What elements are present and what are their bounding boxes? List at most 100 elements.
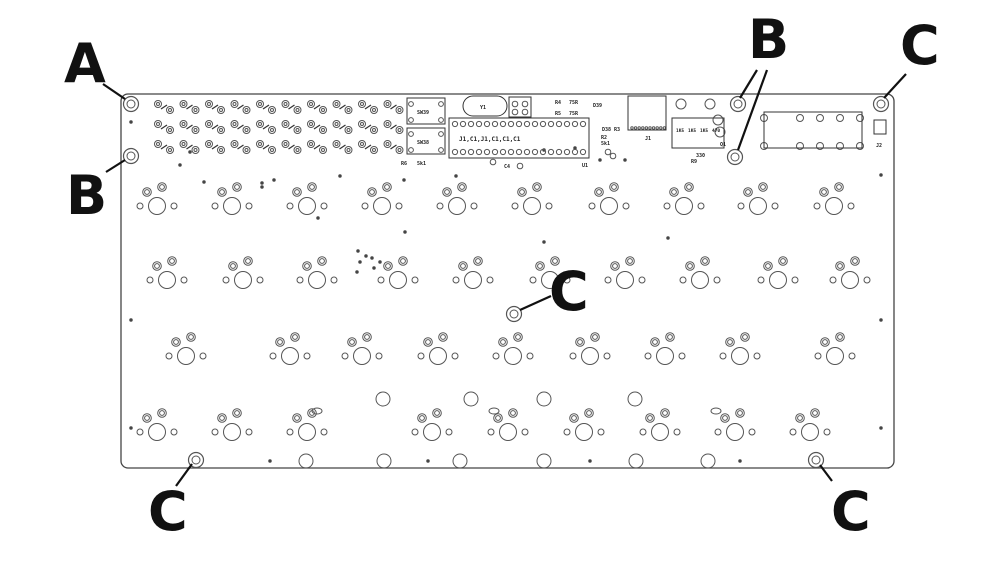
label-r4-value: 75R — [569, 100, 579, 106]
led-pad-a-inner-3 — [181, 102, 186, 106]
via-dot-26 — [378, 260, 382, 264]
leader-b-right-2 — [736, 69, 769, 151]
u1-pin-bottom-6 — [499, 148, 507, 156]
led-pad-b-21 — [344, 106, 353, 114]
key-pin2-inner-5 — [534, 184, 540, 190]
key-side-hole-right-30 — [245, 428, 253, 436]
key-pin-inner-17 — [687, 263, 693, 269]
label-r9: R9 — [691, 159, 697, 165]
led-marker-27 — [390, 104, 397, 110]
key-pin-inner-16 — [612, 263, 618, 269]
key-pin2-hole-9 — [834, 182, 844, 192]
key-side-hole-left-17 — [679, 276, 687, 284]
key-side-hole-right-23 — [451, 352, 459, 360]
label-sw39: SW39 — [417, 110, 429, 116]
stabilizer-hole-1 — [463, 391, 479, 407]
key-side-hole-left-20 — [165, 352, 173, 360]
led-pad-b-inner-6 — [219, 108, 223, 112]
led-pad-b-inner-15 — [295, 108, 300, 112]
led-pad-a-2 — [154, 140, 162, 148]
key-pin-hole-37 — [795, 413, 805, 423]
key-pin-hole-18 — [763, 261, 773, 271]
key-pin-inner-31 — [294, 415, 300, 421]
led-pad-b-inner-27 — [397, 108, 402, 112]
via-dot-5 — [588, 459, 592, 463]
key-side-hole-left-31 — [286, 428, 294, 436]
led-marker-17 — [288, 144, 295, 150]
key-side-hole-left-18 — [757, 276, 765, 284]
key-pin-inner-4 — [444, 189, 450, 195]
key-side-hole-left-7 — [663, 202, 671, 210]
led-pad-a-inner-17 — [283, 142, 288, 146]
key-pin-inner-35 — [647, 415, 653, 421]
key-pin2-inner-20 — [188, 334, 194, 340]
led-pad-a-3 — [179, 100, 188, 108]
leader-b-right-1 — [739, 69, 758, 99]
led-pad-b-20 — [319, 146, 327, 154]
key-pin2-inner-28 — [837, 334, 843, 340]
key-switch-hole-36 — [726, 423, 744, 441]
led-marker-24 — [364, 104, 372, 110]
via-dot-3 — [268, 459, 272, 463]
u1-pin-bottom-4 — [483, 148, 491, 156]
key-side-hole-left-35 — [639, 428, 647, 436]
key-pin2-inner-21 — [292, 334, 298, 340]
key-pin2-inner-2 — [309, 184, 315, 190]
key-pin2-inner-17 — [702, 258, 708, 264]
key-pin2-inner-15 — [552, 258, 558, 264]
u1-pin-bottom-8 — [515, 148, 523, 156]
led-pad-a-inner-6 — [207, 102, 211, 106]
key-side-hole-left-22 — [341, 352, 349, 360]
u1-pin-bottom-13 — [555, 148, 563, 156]
led-pad-a-inner-19 — [309, 122, 313, 126]
key-side-hole-right-21 — [303, 352, 311, 360]
led-pad-a-inner-5 — [181, 142, 186, 146]
key-switch-hole-32 — [423, 423, 441, 441]
mounting-hole-inner-5 — [509, 309, 519, 319]
key-switch-hole-37 — [801, 423, 819, 441]
led-pad-b-inner-18 — [321, 108, 325, 112]
key-pin-hole-4 — [442, 187, 452, 197]
key-pin2-inner-25 — [592, 334, 598, 340]
led-pad-b-inner-21 — [346, 108, 351, 112]
key-side-hole-right-19 — [863, 276, 871, 284]
key-pin2-hole-0 — [157, 182, 167, 192]
led-pad-a-26 — [358, 140, 366, 148]
j1-pin-3 — [641, 126, 645, 130]
switch-pin-1 — [438, 101, 444, 107]
key-pin-hole-34 — [569, 413, 579, 423]
led-pad-a-7 — [205, 120, 213, 128]
key-side-hole-right-4 — [470, 202, 478, 210]
key-switch-hole-1 — [223, 197, 241, 215]
key-switch-hole-19 — [841, 271, 859, 289]
leader-b-left — [105, 159, 126, 173]
key-pin-inner-10 — [154, 263, 160, 269]
led-pad-a-29 — [383, 140, 392, 148]
label-d38: D38 — [602, 127, 611, 133]
key-pin2-hole-14 — [473, 256, 483, 266]
led-pad-b-inner-3 — [193, 108, 198, 112]
u1-pin-bottom-5 — [491, 148, 499, 156]
right-conn-pin-6 — [796, 142, 804, 150]
key-pin-hole-19 — [835, 261, 845, 271]
right-conn-pin-4 — [836, 114, 844, 122]
via-dot-17 — [402, 178, 406, 182]
led-marker-11 — [237, 144, 244, 150]
key-switch-hole-8 — [749, 197, 767, 215]
stabilizer-slot-2 — [710, 407, 722, 415]
switch-pin-2 — [408, 117, 414, 123]
u1-pin-bottom-0 — [451, 148, 459, 156]
key-pin-inner-27 — [727, 339, 733, 345]
key-pin-inner-22 — [349, 339, 355, 345]
switch-pin-0 — [408, 101, 414, 107]
misc-pad-2 — [511, 108, 519, 116]
led-pad-b-18 — [319, 106, 327, 114]
u1-pin-top-7 — [507, 120, 515, 128]
key-switch-hole-3 — [373, 197, 391, 215]
key-side-hole-right-13 — [411, 276, 419, 284]
key-pin-inner-34 — [571, 415, 577, 421]
led-pad-a-21 — [332, 100, 341, 108]
key-side-hole-right-35 — [673, 428, 681, 436]
leader-c-top-right — [883, 73, 907, 99]
key-pin-inner-37 — [797, 415, 803, 421]
